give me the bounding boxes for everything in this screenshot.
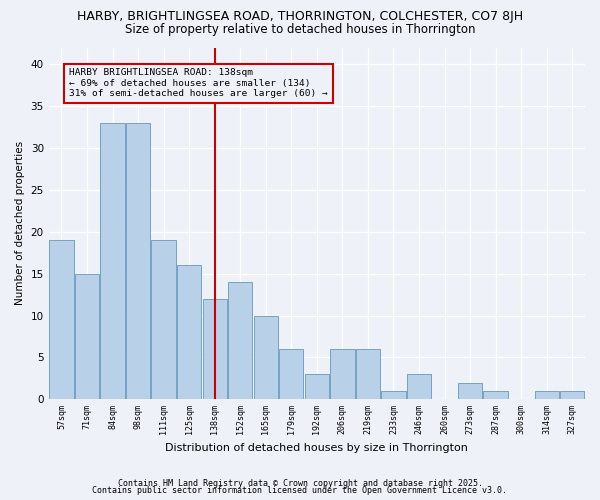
Y-axis label: Number of detached properties: Number of detached properties — [15, 142, 25, 306]
Text: HARBY BRIGHTLINGSEA ROAD: 138sqm
← 69% of detached houses are smaller (134)
31% : HARBY BRIGHTLINGSEA ROAD: 138sqm ← 69% o… — [69, 68, 328, 98]
Bar — [484, 391, 508, 400]
Text: Contains public sector information licensed under the Open Government Licence v3: Contains public sector information licen… — [92, 486, 508, 495]
Bar — [203, 299, 227, 400]
Bar — [75, 274, 99, 400]
Bar — [126, 123, 150, 400]
Bar — [458, 382, 482, 400]
Bar — [305, 374, 329, 400]
Bar — [254, 316, 278, 400]
Bar — [49, 240, 74, 400]
Bar — [100, 123, 125, 400]
Bar — [279, 349, 304, 400]
Bar — [382, 391, 406, 400]
Bar — [407, 374, 431, 400]
Bar — [560, 391, 584, 400]
X-axis label: Distribution of detached houses by size in Thorrington: Distribution of detached houses by size … — [166, 442, 468, 452]
Bar — [535, 391, 559, 400]
Bar — [228, 282, 253, 400]
Bar — [177, 266, 201, 400]
Text: Contains HM Land Registry data © Crown copyright and database right 2025.: Contains HM Land Registry data © Crown c… — [118, 478, 482, 488]
Text: Size of property relative to detached houses in Thorrington: Size of property relative to detached ho… — [125, 22, 475, 36]
Bar — [356, 349, 380, 400]
Text: HARBY, BRIGHTLINGSEA ROAD, THORRINGTON, COLCHESTER, CO7 8JH: HARBY, BRIGHTLINGSEA ROAD, THORRINGTON, … — [77, 10, 523, 23]
Bar — [151, 240, 176, 400]
Bar — [330, 349, 355, 400]
